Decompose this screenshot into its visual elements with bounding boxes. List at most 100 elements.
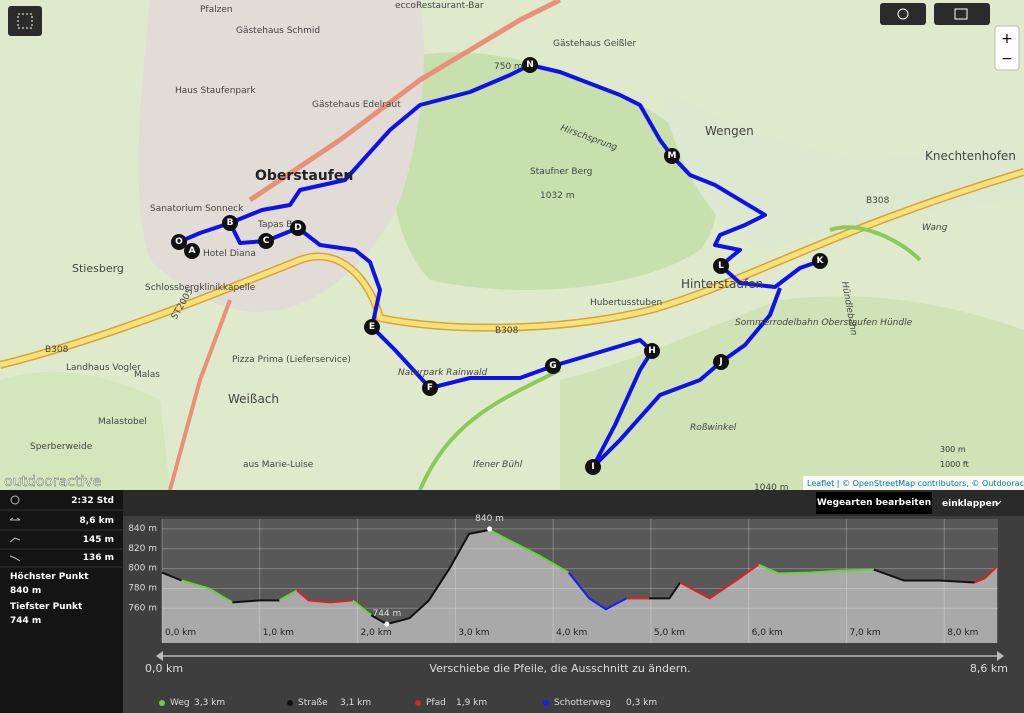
layers-button[interactable]	[880, 3, 926, 25]
slider: 0,0 km 8,6 km Verschiebe die Pfeile, die…	[145, 651, 1008, 675]
map-label: Weißach	[228, 392, 279, 406]
waypoint-label: B	[227, 218, 234, 228]
annotation-label: 744 m	[372, 609, 401, 619]
elevation-profile: 760 m 780 m 800 m 820 m 840 m 0,0 km 1,0 km 2,0…	[128, 514, 998, 643]
attribution[interactable]: Leaflet | © OpenStreetMap contributors, …	[807, 479, 1024, 488]
zoom-in[interactable]: +	[1001, 31, 1013, 47]
legend-distance: 3,3 km	[194, 698, 225, 708]
x-tick-label: 4,0 km	[556, 628, 587, 638]
collapse-icon	[994, 500, 1002, 505]
map-label: Landhaus Vogler	[66, 363, 141, 373]
y-tick-label: 840 m	[128, 524, 157, 534]
stat-distance: 8,6 km	[80, 516, 114, 526]
basemap-button[interactable]	[934, 3, 990, 25]
map-label: Wang	[922, 223, 948, 233]
waypoint[interactable]: G	[545, 358, 561, 374]
map-label: B308	[866, 196, 890, 206]
map-label: Naturpark Rainwald	[398, 368, 488, 378]
map-label: Oberstaufen	[255, 168, 353, 184]
icon-distance	[9, 517, 21, 521]
collapse-button[interactable]: einklappen	[942, 499, 998, 509]
profile-line	[161, 528, 975, 626]
map-label: Stiesberg	[72, 262, 124, 275]
stats-panel	[0, 490, 123, 713]
legend-distance: 3,1 km	[340, 698, 371, 708]
x-tick-label: 6,0 km	[752, 628, 783, 638]
y-tick-label: 820 m	[128, 544, 157, 554]
x-tick-label: 8,0 km	[947, 628, 978, 638]
road	[168, 299, 232, 491]
waypoint[interactable]: L	[713, 258, 729, 274]
stat-descent: 136 m	[83, 553, 114, 563]
waypoint-label: A	[189, 246, 196, 256]
waypoint[interactable]: D	[290, 220, 306, 236]
x-tick-label: 0,0 km	[165, 628, 196, 638]
map-label: Hubertusstuben	[590, 298, 662, 308]
town	[138, 0, 424, 312]
edit-button-label: Wegearten bearbeiten	[817, 498, 931, 508]
y-tick-label: 760 m	[128, 603, 157, 613]
waypoint-label: C	[263, 236, 270, 246]
legend-distance: 0,3 km	[626, 698, 657, 708]
waypoints: A B C D E F G H I J K L M N O	[171, 57, 828, 475]
slider-end: 8,6 km	[970, 662, 1008, 675]
waypoint[interactable]: C	[258, 233, 274, 249]
waypoint-label: I	[591, 462, 594, 472]
select-button[interactable]	[8, 6, 42, 36]
zoom-out[interactable]: −	[1001, 51, 1013, 67]
slider-handle[interactable]	[997, 651, 1004, 661]
waypoint[interactable]: O	[171, 234, 187, 250]
legend-distance: 1,9 km	[456, 698, 487, 708]
map-label: Pfalzen	[200, 5, 233, 15]
icon-ascent	[9, 537, 21, 543]
waypoint-label: O	[175, 237, 183, 247]
legend-item: Weg 3,3 km	[159, 698, 225, 708]
map-label: Ifener Bühl	[473, 460, 523, 470]
map-label: Sanatorium Sonneck	[150, 204, 244, 214]
map-label: Pizza Prima (Lieferservice)	[232, 355, 351, 365]
waypoint[interactable]: N	[522, 57, 538, 73]
lowest-label: Tiefster Punkt	[10, 602, 83, 612]
scale-metric: 300 m	[940, 445, 966, 454]
map-label: aus Marie-Luise	[243, 460, 314, 470]
path	[418, 368, 561, 491]
x-tick-label: 7,0 km	[849, 628, 880, 638]
path	[829, 225, 922, 262]
waypoint[interactable]: E	[364, 319, 380, 335]
waypoint-label: E	[369, 322, 375, 332]
map-label: Sommerrodelbahn Oberstaufen Hündle	[735, 318, 913, 328]
annotation-label: 840 m	[475, 514, 504, 524]
map-label: eccoRestaurant-Bar	[395, 1, 484, 11]
highest-value: 840 m	[10, 586, 41, 596]
map-label: B308	[45, 345, 69, 355]
map-labels: Pfalzen eccoRestaurant-Bar Gästehaus Sch…	[30, 1, 1016, 493]
stat-ascent: 145 m	[83, 535, 114, 545]
map-label: B308	[495, 326, 519, 336]
edit-button[interactable]	[816, 492, 932, 514]
map-label: Gästehaus Edelraut	[312, 100, 401, 110]
stats: 2:32 Std 8,6 km 145 m 136 m Höchster Pun…	[0, 495, 123, 626]
waypoint[interactable]: J	[713, 354, 729, 370]
waypoint[interactable]: F	[422, 380, 438, 396]
waypoint-label: L	[718, 261, 724, 271]
waypoint[interactable]: K	[812, 253, 828, 269]
map-label: Malas	[134, 370, 160, 380]
waypoint[interactable]: H	[644, 343, 660, 359]
annotation-dot	[487, 526, 493, 532]
slider-handle[interactable]	[156, 651, 163, 661]
annotation-dot	[384, 621, 390, 627]
waypoint-label: F	[427, 383, 433, 393]
waypoint[interactable]: I	[585, 459, 601, 475]
highest-label: Höchster Punkt	[10, 572, 89, 582]
legend-item: Pfad 1,9 km	[415, 698, 487, 708]
waypoint[interactable]: M	[664, 148, 680, 164]
waypoint-label: J	[718, 357, 722, 367]
road	[248, 0, 562, 203]
legend-name: Straße	[298, 698, 328, 708]
icon-duration	[10, 495, 20, 505]
waypoint[interactable]: B	[222, 215, 238, 231]
waypoint-label: D	[294, 223, 301, 233]
icon-descent	[9, 555, 21, 562]
waypoint[interactable]: A	[184, 243, 200, 259]
